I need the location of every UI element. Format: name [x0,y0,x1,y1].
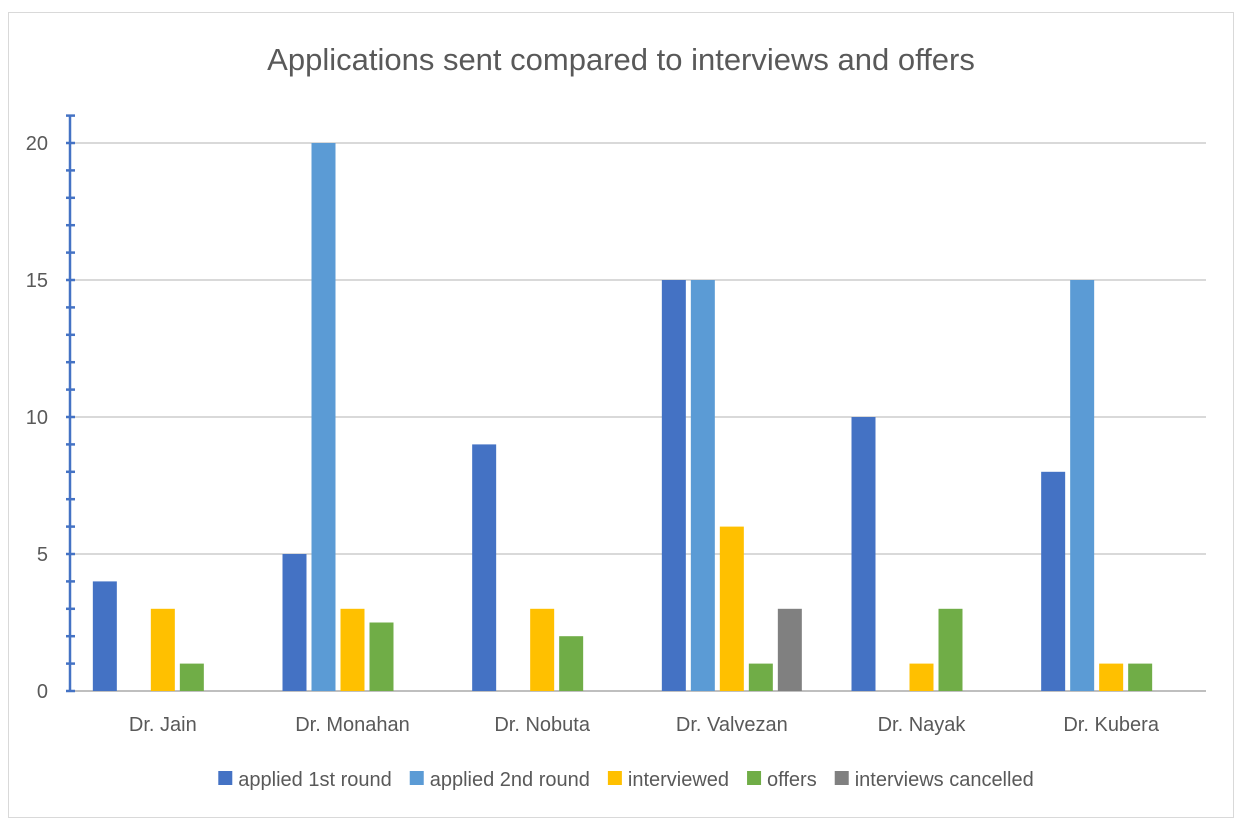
legend-label: interviews cancelled [855,769,1034,791]
bars [92,143,1153,691]
x-axis-labels: Dr. Jain Dr. Monahan Dr. Nobuta Dr. Valveza… [129,714,1160,736]
legend-swatch [607,771,622,785]
bar-interviewed-4 [909,663,934,691]
bar-offers-5 [1128,663,1153,691]
bar-applied-1st-round-1 [282,554,307,691]
x-tick-label: Dr. Valvezan [676,714,788,736]
legend-swatch [218,771,233,785]
legend-label: offers [767,769,817,791]
y-tick-label: 5 [37,544,48,566]
chart-area [8,12,1234,818]
x-tick-label: Dr. Nobuta [494,714,590,736]
x-tick-label: Dr. Jain [129,714,197,736]
bar-applied-1st-round-3 [661,280,686,691]
bar-offers-3 [748,663,773,691]
bar-offers-4 [938,608,963,691]
x-tick-label: Dr. Nayak [878,714,967,736]
y-axis: 0 5 10 15 20 [26,114,75,703]
bar-interviewed-1 [340,608,365,691]
bar-applied-1st-round-4 [851,417,876,691]
chart-title: Applications sent compared to interviews… [267,42,975,77]
bar-applied-2nd-round-3 [690,280,715,691]
bar-interviewed-0 [150,608,175,691]
legend-label: interviewed [628,769,729,791]
y-tick-label: 0 [37,681,48,703]
gridlines [68,142,1206,692]
bar-interviews-cancelled-3 [777,608,802,691]
legend-swatch [747,771,762,785]
legend: applied 1st round applied 2nd round interv… [218,769,1034,791]
y-tick-label: 15 [26,270,48,292]
bar-offers-1 [369,622,394,691]
y-tick-label: 10 [26,407,48,429]
bar-applied-1st-round-2 [472,444,497,691]
bar-interviewed-3 [719,526,744,691]
bar-interviewed-2 [530,608,555,691]
bar-applied-1st-round-5 [1041,471,1066,691]
legend-label: applied 2nd round [430,769,590,791]
legend-label: applied 1st round [238,769,391,791]
bar-applied-2nd-round-5 [1070,280,1095,691]
bar-offers-2 [559,636,584,691]
bar-offers-0 [179,663,204,691]
legend-swatch [834,771,849,785]
bar-applied-1st-round-0 [92,581,117,691]
bar-applied-2nd-round-1 [311,143,336,691]
x-tick-label: Dr. Kubera [1063,714,1159,736]
x-tick-label: Dr. Monahan [295,714,410,736]
y-tick-label: 20 [26,133,48,155]
legend-swatch [409,771,424,785]
bar-interviewed-5 [1099,663,1124,691]
